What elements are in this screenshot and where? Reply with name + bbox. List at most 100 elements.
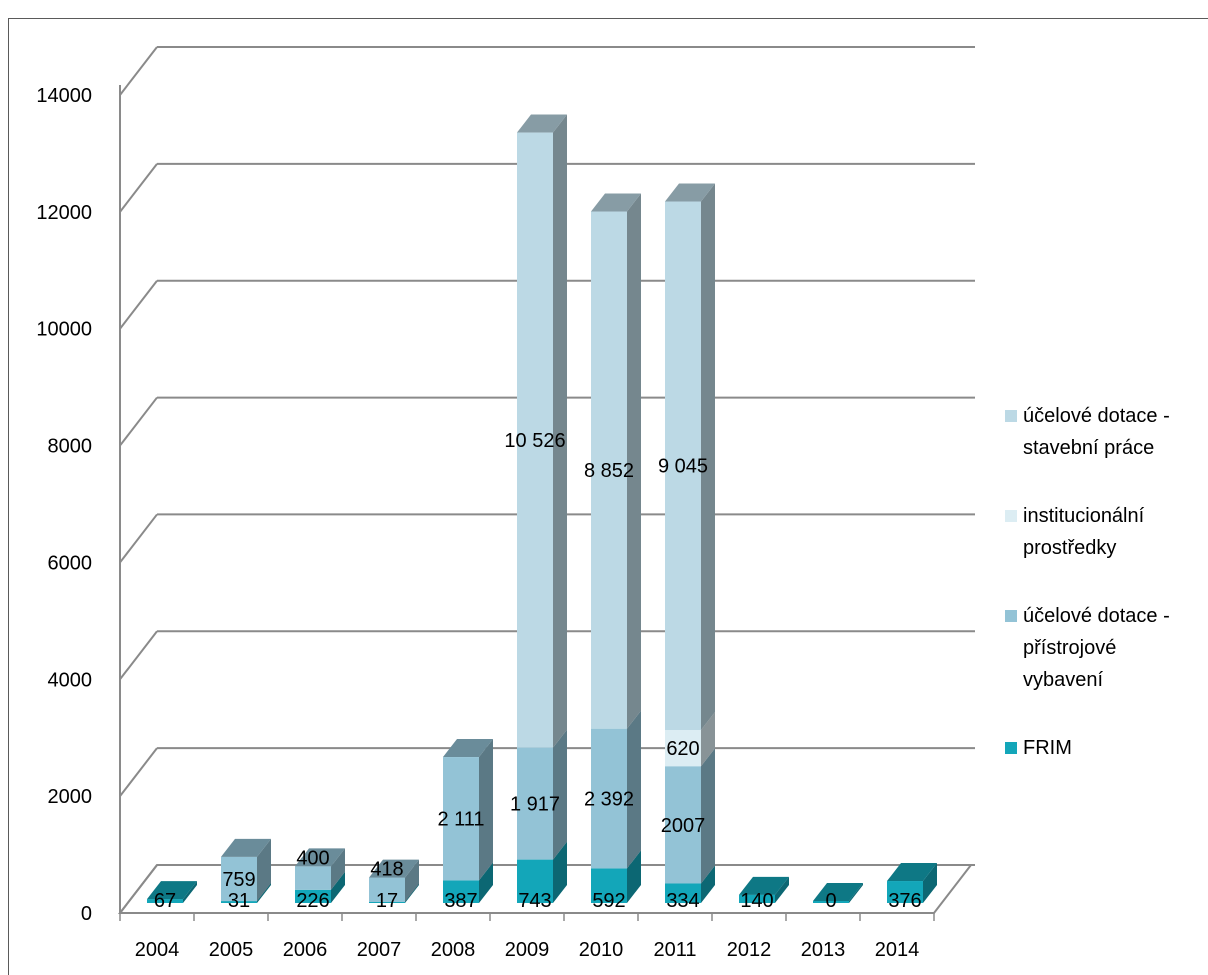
bar-top [443,739,493,758]
bar-segment [591,728,627,869]
data-label: 31 [228,890,250,912]
bar-segment [665,883,701,903]
bar-segment [665,766,701,884]
gridline-diagonal [119,163,158,213]
legend-swatch [1005,742,1017,754]
data-label: 2 111 [437,809,484,831]
bar-segment-side [553,841,567,903]
bar-segment [591,211,627,729]
bar-segment [517,747,553,860]
data-label: 387 [444,890,477,912]
bar-segment-side [849,883,863,903]
y-tick-label: 4000 [48,669,93,691]
bar-segment [591,868,627,903]
bar-segment-side [627,850,641,903]
legend-swatch [1005,610,1017,622]
data-label: 67 [154,890,176,912]
bar-top [887,863,937,882]
bar-top [369,859,419,878]
bar-segment [369,877,405,903]
y-tick-label: 2000 [48,786,93,808]
bar-segment-side [701,711,715,767]
bar-segment [517,132,553,748]
data-label: 743 [518,890,551,912]
bar-segment [443,757,479,881]
gridline-diagonal [119,46,158,96]
chart-frame [8,18,1208,975]
x-tick-label: 2011 [653,939,696,961]
bar-top [665,183,715,202]
x-tick-label: 2006 [283,939,328,961]
bar-segment [813,901,849,903]
bar-segment [517,859,553,903]
bar-segment-side [257,883,271,903]
data-label: 0 [825,890,836,912]
bar-segment [221,856,257,902]
x-tick-label: 2005 [209,939,254,961]
legend-label: FRIM [1023,737,1072,759]
gridline-diagonal [119,280,158,330]
bar-segment-side [701,865,715,903]
bar-top [813,883,863,901]
data-label: 376 [888,890,921,912]
bar-segment-side [775,876,789,903]
bar-segment [665,201,701,730]
bar-segment-side [701,748,715,884]
y-tick-label: 8000 [48,436,93,458]
bar-segment-side [553,114,567,748]
bar-segment-side [479,739,493,881]
bar-top [517,114,567,133]
chart-legend: účelové dotace - stavební práce instituc… [1005,400,1205,800]
bar-segment-side [257,838,271,902]
legend-swatch [1005,510,1017,522]
x-tick-label: 2004 [135,939,180,961]
legend-label: účelové dotace - přístrojové vybavení [1023,605,1170,691]
y-tick-label: 10000 [36,319,92,341]
y-tick-label: 14000 [36,85,92,107]
gridline-diagonal [119,396,158,447]
gridline-diagonal [119,513,158,564]
bar-segment-side [923,863,937,903]
bar-top [591,193,641,212]
legend-item-frim: FRIM [1005,732,1205,764]
bar-segment-side [479,862,493,903]
x-tick-label: 2010 [579,939,624,961]
data-label: 759 [222,869,255,891]
bar-segment-side [331,848,345,890]
x-tick-label: 2008 [431,939,476,961]
legend-label: institucionální prostředky [1023,505,1145,559]
bar-segment [665,729,701,767]
bar-segment [295,889,331,903]
data-label: 2 392 [584,789,634,811]
data-label: 334 [666,890,699,912]
x-tick-label: 2009 [505,939,550,961]
data-label: 17 [376,890,398,912]
bar-top [147,881,197,900]
bar-segment [443,880,479,903]
data-label: 620 [666,738,699,760]
data-label: 10 526 [504,430,565,452]
bar-segment [147,899,183,903]
y-tick-label: 6000 [48,552,93,574]
x-tick-label: 2014 [875,939,920,961]
gridline-diagonal [119,747,158,797]
bar-top [295,848,345,867]
data-label: 1 917 [510,794,560,816]
data-label: 418 [370,859,403,881]
bar-segment-side [701,183,715,730]
bar-segment-side [627,193,641,729]
bar-segment-side [553,729,567,860]
legend-item-stavebni-prace: účelové dotace - stavební práce [1005,400,1205,464]
x-tick-label: 2013 [801,939,846,961]
legend-item-institucionalni: institucionální prostředky [1005,500,1205,564]
bar-top [739,876,789,895]
x-tick-label: 2007 [357,939,402,961]
bar-segment [739,894,775,903]
bar-segment [295,866,331,890]
legend-item-pristrojove: účelové dotace - přístrojové vybavení [1005,600,1205,696]
data-label: 400 [296,847,329,869]
data-label: 226 [296,890,329,912]
x-tick-label: 2012 [727,939,772,961]
bar-segment [221,901,257,903]
